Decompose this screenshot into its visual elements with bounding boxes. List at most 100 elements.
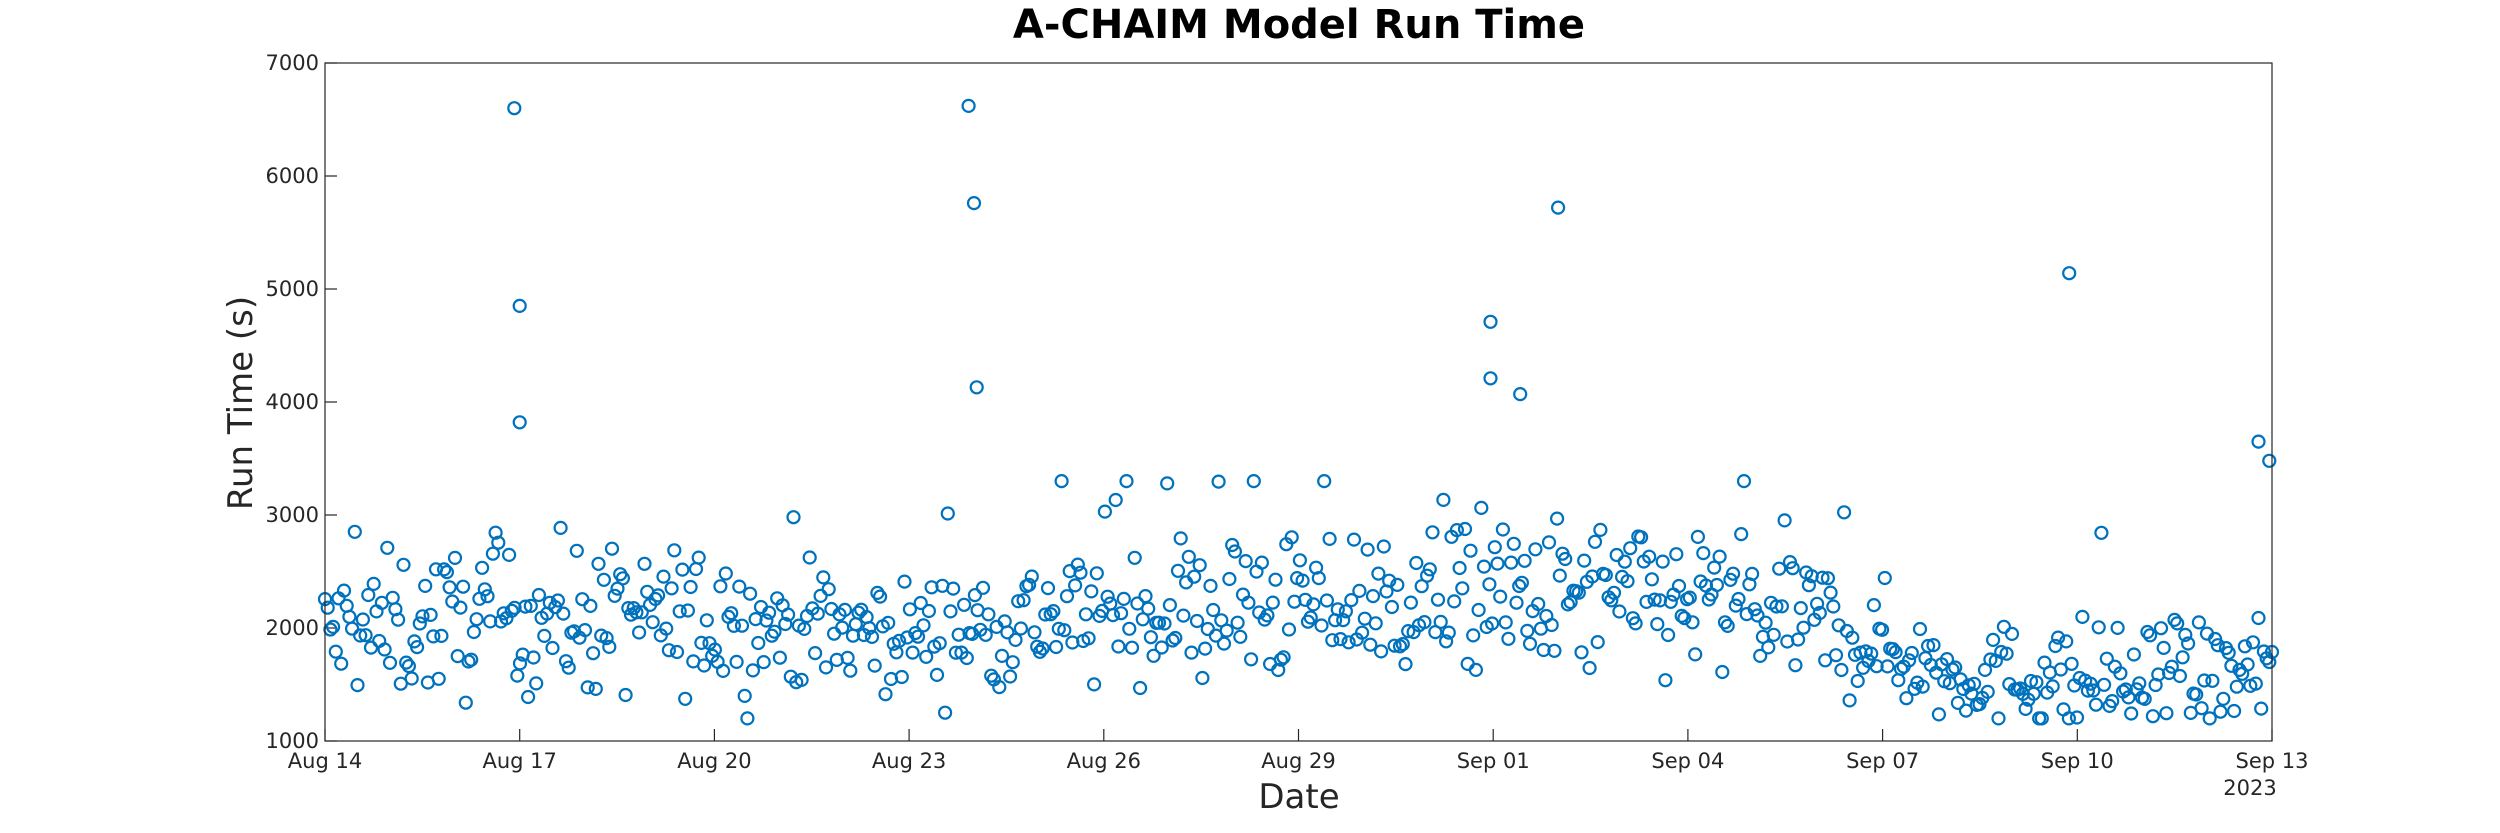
data-point: [1842, 693, 1857, 708]
data-point: [1165, 633, 1180, 648]
data-point: [956, 597, 972, 612]
data-point: [1623, 541, 1638, 556]
data-point: [1950, 695, 1966, 711]
data-point: [469, 612, 484, 627]
data-point: [1674, 608, 1689, 624]
data-point: [664, 581, 679, 596]
data-point: [667, 543, 682, 558]
data-point: [1864, 646, 1879, 661]
data-point: [1043, 607, 1058, 622]
data-point: [1520, 623, 1535, 639]
data-point: [1628, 616, 1643, 631]
data-point: [556, 606, 571, 621]
data-point: [1059, 589, 1075, 604]
data-point: [786, 510, 801, 525]
data-point: [358, 628, 373, 643]
data-point: [1398, 656, 1413, 672]
data-point: [2181, 636, 2196, 651]
data-point: [1384, 599, 1400, 615]
data-point: [1409, 555, 1424, 571]
data-point: [404, 671, 419, 686]
data-point: [1801, 578, 1817, 593]
data-point: [1322, 531, 1337, 547]
data-point: [1826, 599, 1841, 614]
data-point: [512, 298, 527, 313]
data-point: [1122, 621, 1137, 636]
y-tick-label: 7000: [266, 51, 319, 75]
data-point: [1168, 630, 1183, 646]
data-point: [715, 663, 731, 679]
data-point: [1877, 570, 1892, 586]
data-point: [1051, 621, 1066, 636]
data-point: [1070, 557, 1085, 572]
data-point: [1463, 543, 1478, 558]
data-point: [1336, 612, 1351, 628]
data-point: [1468, 662, 1484, 678]
data-point: [672, 604, 687, 619]
data-point: [1238, 553, 1253, 569]
data-point: [656, 569, 671, 584]
data-point: [1455, 581, 1470, 596]
data-point: [1495, 522, 1511, 537]
data-point: [328, 644, 343, 659]
data-point: [2167, 612, 2182, 628]
data-point: [1395, 636, 1410, 652]
data-point: [418, 578, 433, 594]
x-tick-label: Aug 29: [1261, 749, 1335, 773]
data-point: [1809, 596, 1825, 611]
data-point: [864, 629, 880, 645]
data-point: [1284, 530, 1299, 545]
data-point: [2227, 703, 2242, 719]
data-point: [2124, 706, 2139, 721]
data-point: [456, 579, 471, 594]
data-point: [491, 535, 506, 550]
data-point: [2191, 615, 2206, 630]
data-point: [2224, 658, 2239, 673]
data-point: [1127, 550, 1142, 565]
data-point: [1100, 589, 1115, 604]
data-point: [1438, 634, 1454, 649]
data-point: [1731, 591, 1746, 607]
data-point: [669, 644, 685, 660]
data-point: [797, 621, 812, 637]
data-point: [2132, 676, 2147, 691]
data-point: [1893, 661, 1909, 677]
data-point: [553, 520, 568, 536]
data-point: [1587, 534, 1603, 549]
data-point: [1820, 571, 1836, 586]
y-tick-label: 4000: [266, 390, 319, 414]
data-point: [732, 579, 747, 594]
data-point: [1593, 522, 1608, 538]
data-point: [1493, 589, 1508, 604]
data-point: [2099, 651, 2114, 666]
data-point: [1311, 570, 1326, 586]
data-point: [1574, 645, 1589, 660]
data-point: [691, 550, 706, 565]
data-point: [1920, 638, 1936, 654]
data-point: [1866, 597, 1882, 613]
data-point: [1774, 599, 1790, 614]
data-point: [1067, 578, 1083, 593]
data-point: [347, 524, 362, 539]
data-point: [1425, 525, 1440, 540]
data-point: [2061, 711, 2076, 726]
data-point: [504, 603, 519, 618]
data-point: [445, 594, 460, 609]
data-point: [2159, 706, 2174, 721]
data-point: [2213, 704, 2228, 719]
data-point: [1828, 648, 1844, 663]
data-point: [696, 658, 712, 673]
data-point: [399, 655, 414, 670]
data-point: [1254, 555, 1270, 570]
data-point: [2216, 691, 2231, 706]
data-point: [1506, 536, 1521, 551]
data-point: [1352, 583, 1367, 599]
data-point: [2137, 691, 2152, 707]
data-point: [2045, 679, 2060, 694]
data-point: [1154, 640, 1169, 655]
x-axis-label: Date: [1258, 777, 1339, 817]
data-point: [966, 196, 982, 211]
data-point: [759, 613, 774, 628]
data-point: [1195, 670, 1210, 686]
data-point: [1433, 614, 1448, 630]
